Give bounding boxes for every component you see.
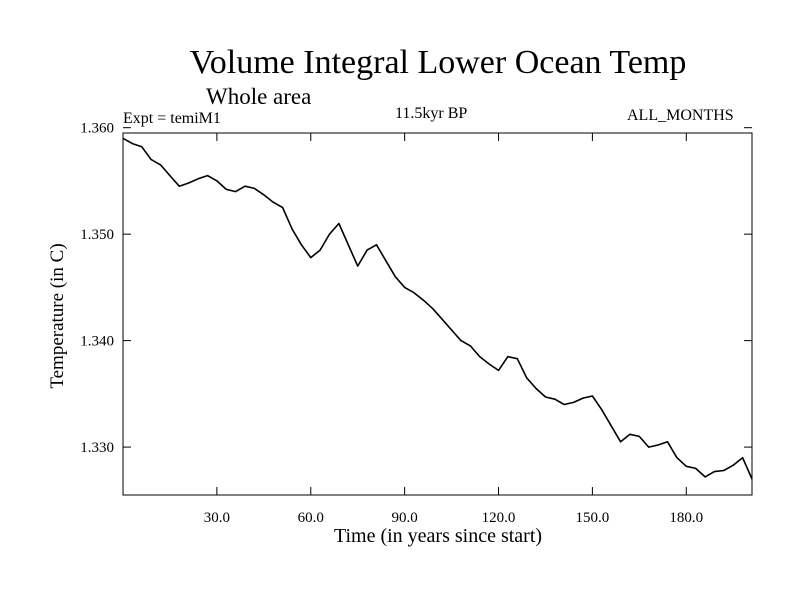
data-point bbox=[394, 276, 396, 278]
data-point bbox=[723, 469, 725, 472]
y-tick-label: 1.340 bbox=[80, 334, 114, 350]
y-tick-label: 1.330 bbox=[80, 440, 114, 456]
data-point bbox=[573, 401, 575, 403]
data-point bbox=[122, 137, 124, 139]
data-point bbox=[291, 228, 293, 230]
data-point bbox=[742, 457, 744, 459]
x-axis-label: Time (in years since start) bbox=[333, 525, 543, 547]
data-point bbox=[629, 433, 631, 435]
data-point bbox=[169, 175, 171, 177]
y-tick-label: 1.350 bbox=[80, 227, 114, 243]
series-line-temiM1 bbox=[122, 137, 753, 480]
y-tick-label: 1.360 bbox=[80, 121, 114, 137]
data-point bbox=[197, 178, 199, 180]
data-point bbox=[385, 260, 387, 262]
x-tick-label: 150.0 bbox=[576, 510, 610, 526]
data-point bbox=[544, 396, 547, 398]
data-point bbox=[638, 435, 640, 437]
data-point bbox=[695, 467, 697, 469]
data-point bbox=[460, 340, 462, 342]
data-point bbox=[375, 244, 378, 246]
data-point bbox=[704, 476, 706, 478]
data-point bbox=[554, 398, 556, 400]
data-point bbox=[563, 403, 565, 406]
data-point bbox=[150, 159, 152, 161]
data-point bbox=[620, 441, 622, 443]
x-tick-label: 180.0 bbox=[669, 510, 703, 526]
data-point bbox=[282, 206, 284, 209]
chart-title: Volume Integral Lower Ocean Temp bbox=[189, 44, 687, 81]
data-point bbox=[469, 345, 471, 347]
data-point bbox=[422, 299, 424, 301]
data-point bbox=[300, 244, 302, 246]
data-point bbox=[685, 465, 687, 467]
data-point bbox=[216, 180, 218, 182]
data-point bbox=[657, 444, 659, 446]
period-label: 11.5kyr BP bbox=[395, 105, 468, 122]
experiment-label: Expt = temiM1 bbox=[123, 110, 221, 127]
data-point bbox=[432, 308, 434, 310]
data-point bbox=[601, 409, 603, 411]
data-point bbox=[488, 363, 490, 365]
data-point bbox=[413, 292, 415, 294]
x-tick-label: 30.0 bbox=[204, 510, 230, 526]
data-point bbox=[338, 222, 340, 225]
data-point bbox=[178, 185, 180, 187]
data-point bbox=[479, 356, 481, 358]
data-point bbox=[366, 249, 368, 251]
data-point bbox=[310, 257, 312, 259]
data-point bbox=[235, 191, 237, 193]
data-point bbox=[253, 187, 255, 189]
data-point bbox=[328, 233, 331, 235]
data-point bbox=[676, 457, 678, 459]
data-point bbox=[535, 387, 537, 390]
data-point bbox=[582, 397, 584, 399]
data-point bbox=[188, 182, 190, 184]
data-point bbox=[206, 175, 209, 177]
data-point bbox=[357, 265, 359, 267]
data-point bbox=[347, 244, 349, 246]
data-point bbox=[666, 441, 669, 443]
data-point bbox=[263, 194, 265, 196]
data-point bbox=[225, 188, 227, 190]
data-point bbox=[526, 377, 528, 379]
data-point bbox=[610, 425, 612, 427]
data-point bbox=[732, 464, 734, 466]
data-point bbox=[131, 143, 133, 145]
data-point bbox=[713, 471, 716, 473]
data-point bbox=[451, 329, 453, 331]
data-point bbox=[160, 164, 162, 166]
data-point bbox=[751, 478, 753, 480]
months-label: ALL_MONTHS bbox=[627, 107, 734, 124]
chart-subtitle: Whole area bbox=[206, 84, 312, 109]
data-point bbox=[141, 146, 143, 148]
data-point bbox=[648, 446, 650, 448]
data-point bbox=[591, 395, 594, 397]
data-point bbox=[319, 249, 321, 251]
data-point bbox=[404, 286, 406, 288]
data-point bbox=[244, 185, 246, 187]
data-point bbox=[272, 201, 274, 203]
data-point bbox=[516, 358, 518, 360]
data-point bbox=[441, 318, 443, 320]
plot-frame bbox=[122, 132, 753, 496]
x-tick-label: 120.0 bbox=[482, 510, 516, 526]
x-tick-label: 90.0 bbox=[392, 510, 418, 526]
data-point bbox=[507, 356, 509, 358]
x-tick-label: 60.0 bbox=[298, 510, 324, 526]
data-point bbox=[497, 369, 500, 371]
